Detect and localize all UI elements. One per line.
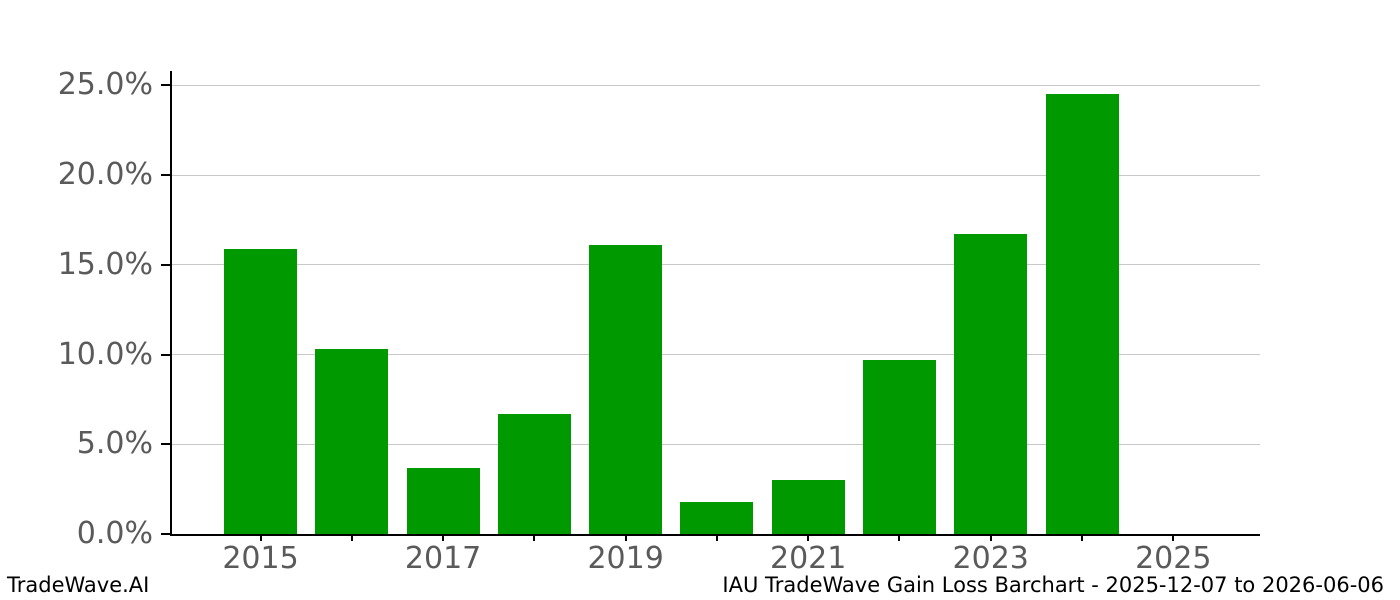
x-tick-label: 2025 — [1135, 541, 1212, 576]
x-tick-mark — [1172, 534, 1175, 541]
y-gridline — [172, 354, 1260, 356]
x-tick-mark — [259, 534, 262, 541]
x-tick-mark — [898, 534, 901, 541]
x-tick-label: 2017 — [404, 541, 482, 576]
bar-2016 — [315, 349, 389, 534]
y-tick-label: 5.0% — [76, 426, 153, 462]
x-axis-spine — [170, 534, 1260, 536]
y-gridline — [172, 84, 1260, 86]
y-tick-mark — [161, 263, 172, 266]
x-tick-label: 2015 — [222, 541, 299, 576]
x-tick-mark — [989, 534, 992, 541]
x-tick-mark — [624, 534, 627, 541]
x-tick-mark — [1081, 534, 1083, 541]
bar-2019 — [589, 245, 663, 534]
bar-2021 — [771, 480, 845, 534]
x-tick-mark — [715, 534, 718, 541]
x-tick-mark — [442, 534, 445, 541]
y-gridline — [172, 174, 1260, 176]
y-tick-label: 15.0% — [57, 246, 153, 282]
y-tick-mark — [161, 174, 172, 177]
y-axis-spine — [170, 71, 172, 536]
bar-2022 — [862, 359, 936, 534]
bar-2017 — [406, 467, 480, 534]
y-tick-label: 0.0% — [76, 516, 153, 551]
y-tick-mark — [161, 533, 172, 535]
y-tick-label: 20.0% — [57, 157, 153, 193]
x-tick-label: 2023 — [952, 541, 1029, 576]
bar-2024 — [1045, 94, 1119, 534]
y-gridline — [172, 443, 1260, 445]
x-tick-mark — [533, 534, 536, 541]
y-tick-mark — [161, 84, 172, 87]
chart-caption: IAU TradeWave Gain Loss Barchart - 2025-… — [722, 573, 1384, 597]
bar-2015 — [224, 248, 298, 534]
x-tick-mark — [350, 534, 353, 541]
bar-2023 — [954, 234, 1028, 534]
x-tick-label: 2019 — [587, 541, 664, 576]
y-tick-mark — [161, 353, 172, 356]
bar-2020 — [680, 501, 754, 534]
watermark-brand: TradeWave.AI — [7, 573, 150, 597]
x-tick-mark — [807, 534, 810, 541]
bar-2018 — [497, 413, 571, 534]
y-tick-label: 10.0% — [57, 336, 153, 372]
y-tick-mark — [161, 443, 172, 446]
y-gridline — [172, 264, 1260, 266]
x-tick-label: 2021 — [770, 541, 847, 576]
y-tick-label: 25.0% — [57, 67, 153, 103]
